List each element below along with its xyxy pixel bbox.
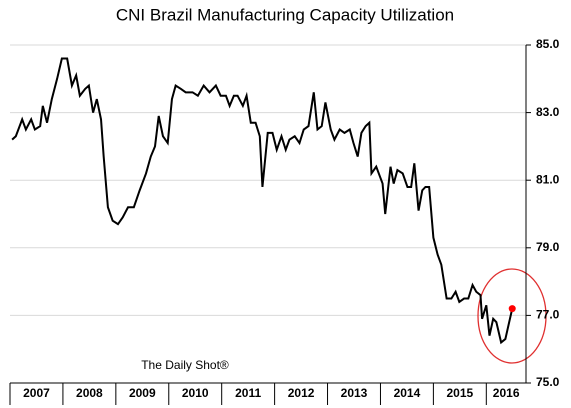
y-tick-label: 85.0 — [536, 37, 560, 51]
y-tick-label: 83.0 — [536, 105, 560, 119]
x-tick-label: 2008 — [76, 386, 103, 400]
y-tick-label: 79.0 — [536, 240, 560, 254]
highlight-ellipse — [477, 268, 547, 364]
x-tick-label: 2007 — [23, 386, 50, 400]
x-tick-label: 2016 — [493, 386, 520, 400]
x-tick-label: 2014 — [394, 386, 421, 400]
y-tick-label: 81.0 — [536, 172, 560, 186]
x-tick-label: 2015 — [446, 386, 473, 400]
chart-title: CNI Brazil Manufacturing Capacity Utiliz… — [116, 5, 454, 24]
y-tick-label: 77.0 — [536, 308, 560, 322]
y-tick-label: 75.0 — [536, 375, 560, 389]
data-line — [11, 57, 514, 345]
last-point — [508, 305, 516, 313]
x-tick-label: 2013 — [341, 386, 368, 400]
x-tick-label: 2009 — [129, 386, 156, 400]
annotation: The Daily Shot® — [141, 358, 229, 372]
x-tick-label: 2011 — [235, 386, 261, 400]
x-tick-label: 2012 — [288, 386, 315, 400]
x-tick-label: 2010 — [182, 386, 209, 400]
